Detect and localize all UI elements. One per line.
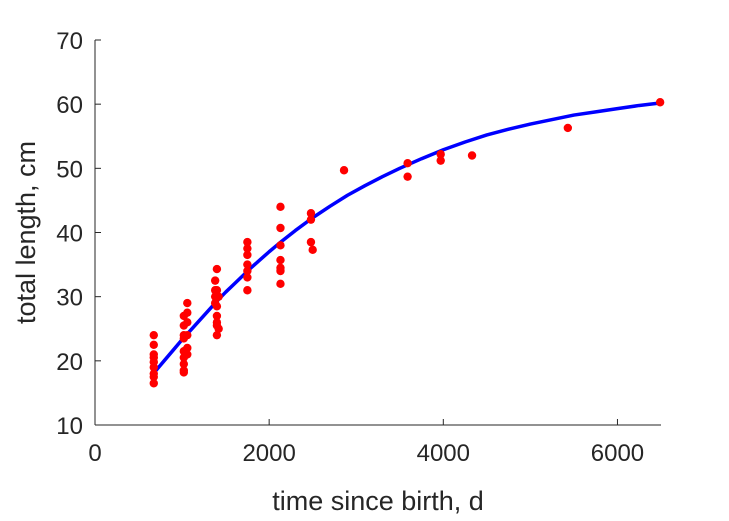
data-point [306,215,316,224]
data-point [655,98,665,107]
data-point [149,340,158,349]
data-point [149,379,158,388]
data-point [179,359,189,369]
data-point [243,250,252,260]
data-point [212,264,222,274]
x-tick-label: 0 [88,440,101,467]
y-tick-label: 20 [56,349,83,376]
y-axis-label: total length, cm [11,141,41,324]
data-point [212,302,222,311]
data-point [243,273,252,282]
y-ticks: 10 20 30 40 50 60 70 [56,28,101,440]
data-point [149,330,158,340]
data-point [179,368,189,377]
y-tick-label: 30 [56,285,83,312]
data-point [339,166,349,175]
data-point [276,266,285,276]
data-point [243,237,252,247]
data-point [306,209,316,218]
y-tick-label: 40 [56,221,83,248]
data-point [276,241,285,250]
data-point [214,324,223,333]
y-tick-label: 70 [56,28,83,55]
data-point [436,150,445,159]
data-point [183,308,192,317]
data-point [276,255,285,265]
data-point [212,311,222,321]
data-point [403,172,412,181]
x-tick-label: 6000 [591,440,644,467]
data-point [214,292,223,301]
data-point [243,244,252,253]
data-point [183,350,192,359]
data-point [276,202,285,212]
data-point [243,266,252,276]
x-axis-label: time since birth, d [272,486,484,516]
axes [94,40,661,426]
data-point [276,279,285,289]
data-point [306,237,316,247]
x-tick-label: 4000 [417,440,470,467]
data-point [149,363,158,372]
y-tick-label: 50 [56,156,83,183]
data-point [276,223,285,233]
data-point [183,343,192,353]
data-point [467,151,477,160]
data-point [243,286,252,295]
data-point [183,298,192,308]
data-point [563,123,573,133]
data-point [403,159,412,168]
fit-curve [154,101,663,373]
x-ticks: 0 2000 4000 6000 [88,419,644,467]
data-point [212,330,222,340]
data-point [149,372,158,382]
x-tick-label: 2000 [242,440,295,467]
data-point [183,330,192,340]
data-point [436,156,445,165]
y-tick-label: 60 [56,92,83,119]
fit-curve-layer [154,101,663,373]
data-point [210,276,220,285]
data-point [308,245,317,255]
y-tick-label: 10 [56,413,83,440]
data-point [183,318,192,327]
data-point [212,286,222,295]
data-points-layer [149,98,665,388]
data-point [243,260,252,269]
